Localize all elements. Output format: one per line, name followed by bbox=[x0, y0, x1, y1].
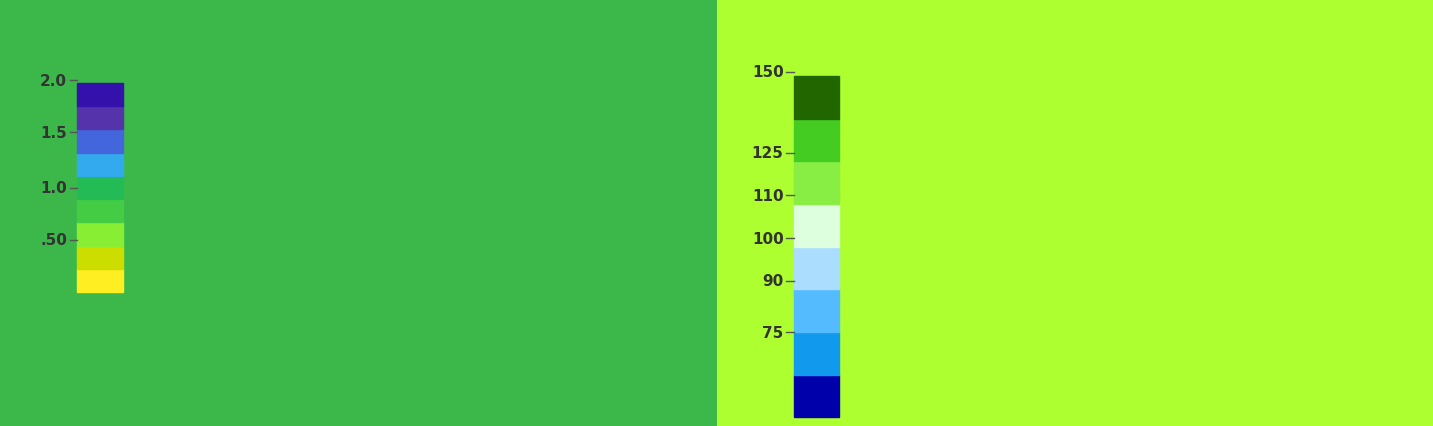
Bar bbox=[77, 246, 122, 269]
Bar bbox=[77, 130, 122, 153]
Bar bbox=[794, 247, 838, 290]
Bar bbox=[794, 332, 838, 375]
Bar bbox=[794, 162, 838, 204]
Bar bbox=[77, 269, 122, 292]
Bar bbox=[77, 153, 122, 176]
Text: 1.5: 1.5 bbox=[40, 126, 67, 141]
Text: 75: 75 bbox=[762, 325, 784, 340]
Bar bbox=[794, 119, 838, 162]
Text: 150: 150 bbox=[752, 65, 784, 80]
Bar bbox=[794, 204, 838, 247]
Text: 1.0: 1.0 bbox=[40, 181, 67, 196]
Bar bbox=[77, 107, 122, 130]
Bar bbox=[77, 84, 122, 107]
Bar bbox=[794, 290, 838, 332]
Text: 90: 90 bbox=[762, 273, 784, 289]
Bar bbox=[77, 200, 122, 223]
Text: 110: 110 bbox=[752, 188, 784, 204]
Bar bbox=[794, 77, 838, 119]
Text: .50: .50 bbox=[40, 233, 67, 248]
Text: 125: 125 bbox=[752, 146, 784, 161]
Text: 2.0: 2.0 bbox=[40, 73, 67, 89]
Text: 100: 100 bbox=[752, 231, 784, 246]
Bar bbox=[77, 223, 122, 246]
Bar bbox=[77, 176, 122, 200]
Bar bbox=[794, 375, 838, 417]
